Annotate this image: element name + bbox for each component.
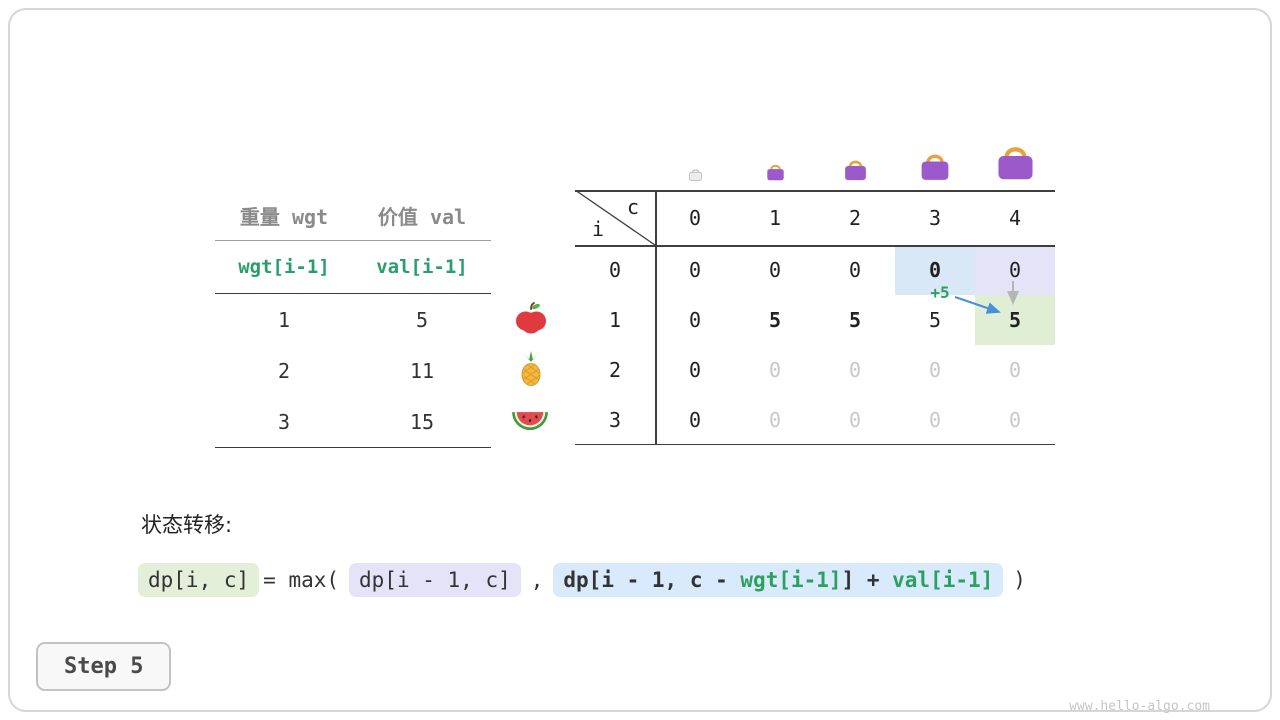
bag-icon-xlarge	[997, 147, 1033, 180]
formula-take-val: val[i-1]	[892, 568, 994, 592]
dp-cell-3-4: 0	[1008, 408, 1022, 432]
item-row-1: 1 5	[215, 294, 491, 345]
formula-option-keep: dp[i - 1, c]	[349, 563, 521, 597]
bag-row	[655, 132, 1055, 186]
dp-col-header-4: 4	[1008, 205, 1022, 230]
item-table-index-row: wgt[i-1] val[i-1]	[215, 241, 491, 294]
bag-slot-4	[975, 132, 1055, 186]
dp-cell-0-1: 0	[768, 258, 782, 282]
dp-cell-2-4: 0	[1008, 358, 1022, 382]
formula-option-take: dp[i - 1, c - wgt[i-1]] + val[i-1]	[553, 563, 1004, 597]
formula-close-paren: )	[1013, 568, 1026, 592]
item-table-index-wgt: wgt[i-1]	[238, 256, 330, 278]
dp-row-header-0: 0	[608, 258, 622, 282]
bag-slot-2	[815, 132, 895, 186]
dp-cell-1-0: 0	[688, 308, 702, 332]
dp-border-header	[575, 245, 1055, 247]
step-badge: Step 5	[36, 642, 172, 691]
dp-cell-3-2: 0	[848, 408, 862, 432]
dp-border-vertical	[655, 190, 657, 445]
pineapple-icon	[521, 351, 541, 386]
corner-label-i: i	[592, 217, 605, 241]
formula-dp-ic: dp[i, c]	[138, 563, 260, 597]
dp-cell-3-1: 0	[768, 408, 782, 432]
formula-comma: ,	[530, 568, 544, 592]
dp-cell-2-0: 0	[688, 358, 702, 382]
dp-col-header-2: 2	[848, 205, 862, 230]
dp-cell-0-2: 0	[848, 258, 862, 282]
item-table-index-val: val[i-1]	[376, 256, 468, 278]
dp-cell-0-3: 0	[895, 245, 975, 295]
dp-border-top	[575, 190, 1055, 192]
corner-diagonal-line	[575, 190, 655, 245]
item-3-weight: 3	[277, 409, 291, 434]
item-table-header-val: 价值 val	[377, 204, 467, 229]
item-table-header-wgt: 重量 wgt	[239, 204, 329, 229]
bag-icon-large	[921, 154, 949, 180]
formula-take-wgt: wgt[i-1]	[740, 568, 842, 592]
bag-slot-0	[655, 132, 735, 186]
formula-take-mid: ] +	[841, 568, 893, 592]
dp-corner-cell: c i	[575, 190, 655, 245]
item-row-2: 2 11	[215, 345, 491, 396]
item-1-weight: 1	[277, 307, 291, 332]
dp-cell-2-2: 0	[848, 358, 862, 382]
apple-icon	[516, 302, 546, 334]
transition-label: 状态转移:	[141, 513, 233, 537]
item-table-header-row: 重量 wgt 价值 val	[215, 190, 491, 241]
dp-cell-3-0: 0	[688, 408, 702, 432]
bag-icon-small	[766, 164, 784, 181]
dp-cell-3-3: 0	[928, 408, 942, 432]
dp-border-bottom	[575, 443, 1055, 445]
dp-cell-0-4: 0	[975, 245, 1055, 295]
dp-table: c i 0 1 2 3 4 0 1 2 3 0 0 0 0 0 0 5 5 5 …	[575, 190, 1055, 445]
dp-cell-1-1: 5	[768, 308, 782, 332]
dp-row-header-1: 1	[608, 308, 622, 332]
dp-col-header-3: 3	[928, 205, 942, 230]
dp-cell-1-2: 5	[848, 308, 862, 332]
plus-five-annotation: +5	[930, 283, 950, 302]
item-1-value: 5	[415, 307, 429, 332]
bag-slot-1	[735, 132, 815, 186]
item-3-value: 15	[409, 409, 435, 434]
item-2-value: 11	[409, 358, 435, 383]
watermark: www.hello-algo.com	[1069, 699, 1210, 714]
bag-icon-medium	[844, 160, 866, 181]
corner-label-c: c	[626, 195, 639, 219]
dp-row-header-2: 2	[608, 358, 622, 382]
transition-formula: dp[i, c] = max( dp[i - 1, c] , dp[i - 1,…	[138, 563, 1030, 597]
item-2-weight: 2	[277, 358, 291, 383]
dp-cell-2-1: 0	[768, 358, 782, 382]
dp-cell-1-3: 5	[928, 308, 942, 332]
bag-slot-3	[895, 132, 975, 186]
item-table: 重量 wgt 价值 val wgt[i-1] val[i-1] 1 5 2 11…	[215, 190, 491, 448]
bag-icon-empty	[688, 169, 702, 181]
dp-col-header-1: 1	[768, 205, 782, 230]
dp-cell-1-4: 5	[975, 295, 1055, 345]
formula-take-prefix: dp[i - 1, c -	[563, 568, 741, 592]
dp-cell-2-3: 0	[928, 358, 942, 382]
formula-equals-max: = max(	[263, 568, 340, 592]
item-row-3: 3 15	[215, 396, 491, 448]
dp-row-header-3: 3	[608, 408, 622, 432]
dp-cell-0-0: 0	[688, 258, 702, 282]
watermelon-icon	[512, 412, 548, 431]
dp-col-header-0: 0	[688, 205, 702, 230]
